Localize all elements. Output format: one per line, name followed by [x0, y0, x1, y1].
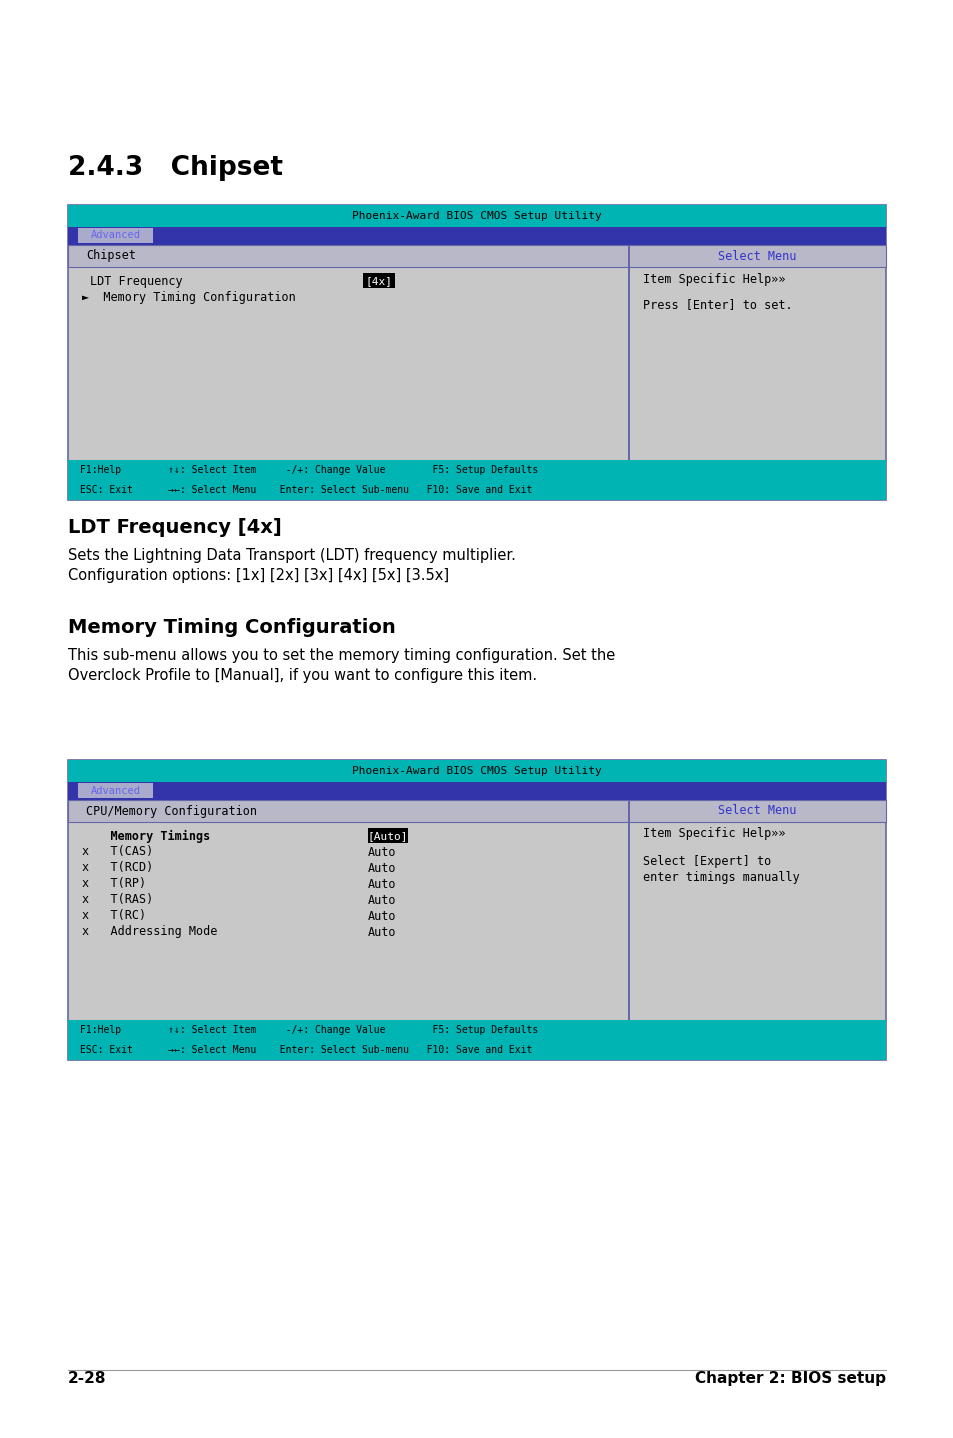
Text: F1:Help        ↑↓: Select Item     -/+: Change Value        F5: Setup Defaults: F1:Help ↑↓: Select Item -/+: Change Valu…: [80, 1025, 537, 1035]
Text: Auto: Auto: [368, 909, 396, 923]
Text: ESC: Exit      →←: Select Menu    Enter: Select Sub-menu   F10: Save and Exit: ESC: Exit →←: Select Menu Enter: Select …: [80, 485, 532, 495]
Text: enter timings manually: enter timings manually: [642, 871, 800, 884]
Text: Chapter 2: BIOS setup: Chapter 2: BIOS setup: [695, 1370, 885, 1386]
Text: 2-28: 2-28: [68, 1370, 107, 1386]
Text: ►  Memory Timing Configuration: ► Memory Timing Configuration: [82, 290, 295, 303]
Text: x   Addressing Mode: x Addressing Mode: [82, 926, 217, 939]
Bar: [68, 761, 885, 1060]
Text: Chipset: Chipset: [86, 250, 135, 263]
Text: [Auto]: [Auto]: [367, 831, 408, 841]
Text: Advanced: Advanced: [91, 230, 140, 240]
Text: Advanced: Advanced: [91, 785, 140, 795]
Bar: [68, 244, 885, 267]
Text: This sub-menu allows you to set the memory timing configuration. Set the: This sub-menu allows you to set the memo…: [68, 649, 615, 663]
Text: x   T(CAS): x T(CAS): [82, 846, 153, 858]
Text: x   T(RAS): x T(RAS): [82, 893, 153, 906]
Text: x   T(RP): x T(RP): [82, 877, 146, 890]
Bar: [68, 206, 885, 500]
Text: LDT Frequency [4x]: LDT Frequency [4x]: [68, 518, 281, 536]
Text: Memory Timings: Memory Timings: [82, 830, 210, 843]
Text: x   T(RC): x T(RC): [82, 909, 146, 923]
Bar: [68, 227, 885, 244]
Bar: [363, 273, 395, 288]
Text: 2.4.3   Chipset: 2.4.3 Chipset: [68, 155, 283, 181]
Bar: [68, 206, 885, 227]
Text: CPU/Memory Configuration: CPU/Memory Configuration: [86, 804, 256, 817]
Text: Phoenix-Award BIOS CMOS Setup Utility: Phoenix-Award BIOS CMOS Setup Utility: [352, 766, 601, 777]
Text: LDT Frequency: LDT Frequency: [90, 275, 182, 288]
Text: Select Menu: Select Menu: [718, 804, 796, 817]
Text: Sets the Lightning Data Transport (LDT) frequency multiplier.: Sets the Lightning Data Transport (LDT) …: [68, 548, 516, 564]
Text: Overclock Profile to [Manual], if you want to configure this item.: Overclock Profile to [Manual], if you wa…: [68, 669, 537, 683]
Bar: [628, 823, 629, 1020]
Text: [4x]: [4x]: [365, 276, 392, 286]
Text: Auto: Auto: [368, 861, 396, 874]
Text: x   T(RCD): x T(RCD): [82, 861, 153, 874]
Text: Auto: Auto: [368, 877, 396, 890]
Text: Configuration options: [1x] [2x] [3x] [4x] [5x] [3.5x]: Configuration options: [1x] [2x] [3x] [4…: [68, 568, 449, 582]
Text: Auto: Auto: [368, 926, 396, 939]
Text: Auto: Auto: [368, 846, 396, 858]
Bar: [628, 800, 629, 823]
Text: Item Specific Help»»: Item Specific Help»»: [642, 272, 785, 286]
Bar: [68, 761, 885, 782]
Bar: [68, 1020, 885, 1060]
Text: F1:Help        ↑↓: Select Item     -/+: Change Value        F5: Setup Defaults: F1:Help ↑↓: Select Item -/+: Change Valu…: [80, 464, 537, 475]
Text: Item Specific Help»»: Item Specific Help»»: [642, 827, 785, 840]
Bar: [368, 828, 408, 843]
Text: Memory Timing Configuration: Memory Timing Configuration: [68, 618, 395, 637]
Text: Select [Expert] to: Select [Expert] to: [642, 856, 771, 869]
Bar: [68, 782, 885, 800]
Bar: [628, 244, 629, 267]
Text: Auto: Auto: [368, 893, 396, 906]
Bar: [68, 460, 885, 500]
Text: Press [Enter] to set.: Press [Enter] to set.: [642, 299, 792, 312]
Bar: [78, 229, 152, 243]
Bar: [78, 784, 152, 798]
Text: ESC: Exit      →←: Select Menu    Enter: Select Sub-menu   F10: Save and Exit: ESC: Exit →←: Select Menu Enter: Select …: [80, 1045, 532, 1055]
Text: Select Menu: Select Menu: [718, 250, 796, 263]
Bar: [628, 267, 629, 460]
Bar: [68, 800, 885, 823]
Text: Phoenix-Award BIOS CMOS Setup Utility: Phoenix-Award BIOS CMOS Setup Utility: [352, 211, 601, 221]
